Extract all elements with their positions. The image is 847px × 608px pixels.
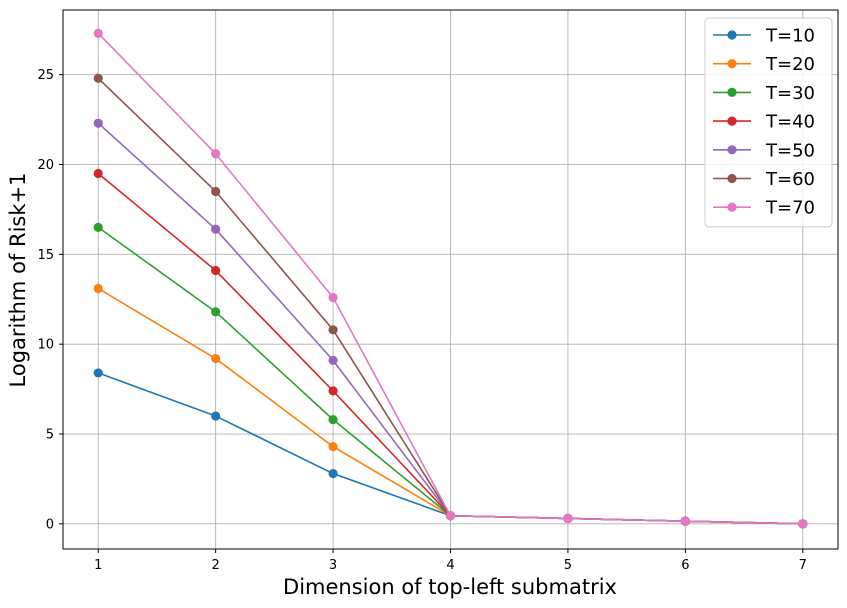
x-tick-label: 2	[212, 558, 220, 573]
data-point	[93, 283, 103, 294]
legend-label: T=60	[765, 169, 815, 190]
legend-item: T=30	[713, 83, 815, 104]
data-point	[211, 353, 221, 364]
legend-item: T=10	[713, 26, 815, 47]
legend-label: T=50	[765, 140, 815, 161]
data-point	[93, 368, 103, 378]
legend-label: T=40	[765, 112, 815, 133]
x-tick-label: 7	[799, 558, 807, 573]
legend-marker	[727, 30, 737, 40]
data-point	[93, 168, 103, 179]
data-point	[328, 292, 338, 303]
y-axis-title: Logarithm of Risk+1	[6, 173, 30, 388]
y-tick-label: 10	[37, 338, 54, 353]
legend-marker	[727, 116, 737, 126]
legend-label: T=10	[765, 26, 815, 47]
data-point	[93, 28, 103, 38]
data-point	[445, 511, 456, 521]
data-point	[328, 415, 338, 425]
y-tick-label: 20	[37, 158, 54, 173]
x-axis-title: Dimension of top-left submatrix	[283, 575, 617, 599]
x-tick-label: 4	[446, 558, 454, 573]
y-tick-label: 5	[46, 428, 54, 443]
x-tick-label: 3	[329, 558, 337, 573]
data-point	[211, 307, 221, 317]
legend-marker	[727, 59, 737, 69]
data-point	[328, 355, 338, 365]
data-point	[680, 516, 690, 526]
x-tick-label: 1	[94, 558, 102, 573]
data-point	[328, 325, 338, 335]
legend-item: T=20	[713, 54, 815, 75]
legend-marker	[727, 145, 737, 155]
data-point	[211, 149, 221, 159]
data-point	[563, 513, 573, 524]
series-layer	[93, 28, 808, 529]
y-tick-label: 25	[37, 68, 54, 83]
legend-marker	[727, 87, 737, 97]
data-point	[328, 386, 338, 396]
data-point	[211, 224, 221, 234]
legend-item: T=50	[713, 140, 815, 161]
series-t-70	[93, 28, 808, 529]
legend-label: T=70	[765, 198, 815, 219]
x-tick-label: 5	[564, 558, 572, 573]
data-point	[93, 73, 103, 83]
legend-label: T=30	[765, 83, 815, 104]
legend-item: T=70	[713, 198, 815, 219]
data-point	[211, 186, 221, 197]
legend-box	[704, 17, 833, 228]
legend-label: T=20	[765, 54, 815, 75]
data-point	[211, 265, 221, 276]
y-tick-label: 15	[37, 248, 54, 263]
legend: T=10 T=20 T=30 T=40 T=50 T=60 T=70	[704, 17, 833, 228]
legend-item: T=40	[713, 112, 815, 133]
data-point	[93, 222, 103, 232]
data-point	[328, 441, 338, 452]
data-point	[328, 468, 338, 479]
legend-item: T=60	[713, 169, 815, 190]
data-point	[93, 118, 103, 128]
x-tick-label: 6	[681, 558, 689, 573]
legend-marker	[727, 173, 737, 184]
legend-marker	[727, 202, 737, 212]
data-point	[211, 411, 221, 421]
ticks: 1 2 3 4 5 6 7 0 5 10 15 20 25	[37, 68, 806, 573]
data-point	[798, 519, 808, 529]
y-tick-label: 0	[46, 517, 54, 532]
